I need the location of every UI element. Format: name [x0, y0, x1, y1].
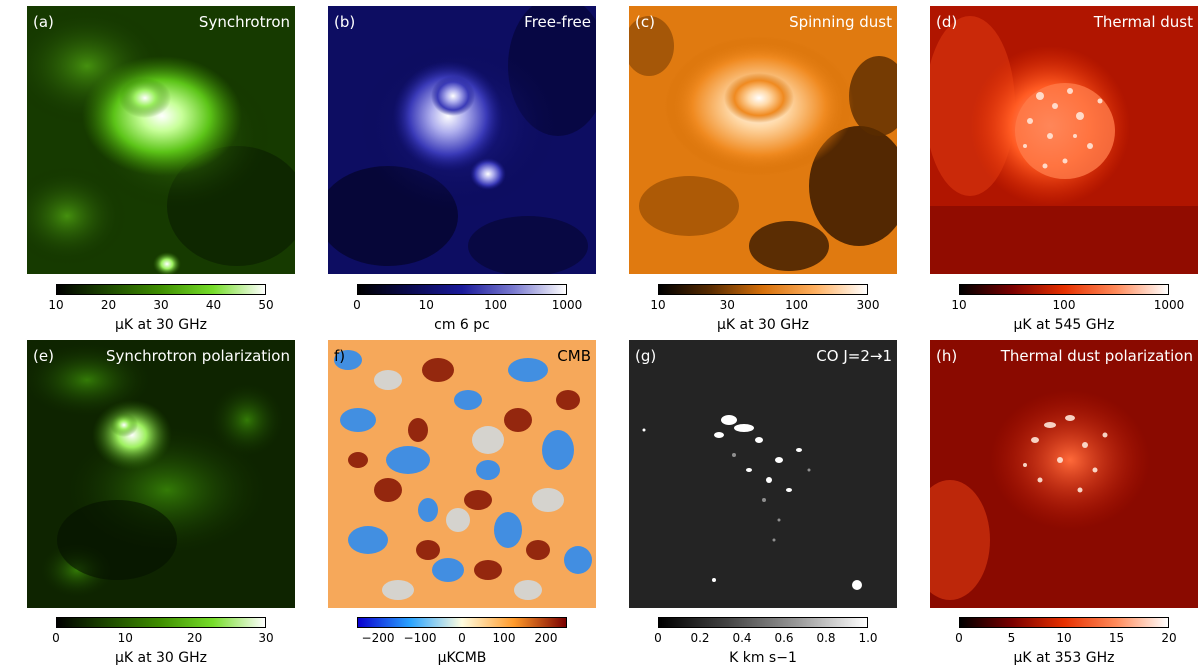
- panel-letter: (a): [33, 13, 54, 31]
- panel-title: CMB: [557, 347, 591, 365]
- tick-label: −200: [361, 631, 395, 645]
- panel-g-co: (g) CO J=2→1: [629, 340, 897, 608]
- tick-label: 0: [52, 631, 60, 645]
- panel-title: Thermal dust: [1093, 13, 1193, 31]
- colorbar-unit: μK at 30 GHz: [114, 317, 208, 333]
- tick-label: 0.6: [774, 631, 794, 645]
- tick-label: 10: [1056, 631, 1072, 645]
- ticks-a: 10 20 30 40 50: [48, 298, 273, 314]
- tick-label: 10: [418, 298, 434, 312]
- tick-label: 50: [258, 298, 274, 312]
- tick-label: 15: [1108, 631, 1125, 645]
- colorbar-b: [357, 284, 567, 295]
- tick-label: 10: [48, 298, 64, 312]
- ticks-h: 0 5 10 15 20: [955, 631, 1176, 647]
- panel-f-cmb: f) CMB: [328, 340, 596, 608]
- tick-label: 100: [484, 298, 508, 312]
- colorbar-f: [357, 617, 567, 628]
- tick-label: 0: [458, 631, 466, 645]
- tick-label: 20: [100, 298, 117, 312]
- tick-label: 300: [856, 298, 880, 312]
- ticks-b: 0 10 100 1000: [353, 298, 582, 314]
- panel-letter: (g): [635, 347, 657, 365]
- colorbar-unit: K km s−1: [729, 650, 797, 666]
- colorbar-d: [959, 284, 1169, 295]
- tick-label: 1.0: [858, 631, 878, 645]
- colorbar-unit: μK at 353 GHz: [1013, 650, 1115, 666]
- tick-label: 10: [117, 631, 133, 645]
- colorbar-a: [56, 284, 266, 295]
- cmb-map: [328, 340, 596, 608]
- free-free-map: [328, 6, 596, 274]
- tick-label: 5: [1007, 631, 1016, 645]
- panel-letter: (b): [334, 13, 356, 31]
- tick-label: 30: [258, 631, 274, 645]
- tick-label: 0: [654, 631, 662, 645]
- tick-label: 100: [1052, 298, 1076, 312]
- tick-label: 30: [153, 298, 169, 312]
- tick-label: 30: [719, 298, 735, 312]
- tick-label: 0: [955, 631, 963, 645]
- ticks-e: 0 10 20 30: [52, 631, 273, 647]
- tick-label: 200: [534, 631, 558, 645]
- tick-label: 10: [650, 298, 666, 312]
- colorbar-unit: μK at 545 GHz: [1013, 317, 1115, 333]
- colorbar-h: [959, 617, 1169, 628]
- tick-label: 100: [785, 298, 809, 312]
- panel-h-thermal-dust-polarization: (h) Thermal dust polarization: [930, 340, 1198, 608]
- ticks-d: 10 100 1000: [951, 298, 1184, 314]
- thermal-dust-polarization-map: [930, 340, 1198, 608]
- tick-label: 20: [186, 631, 203, 645]
- colorbar-unit: μK at 30 GHz: [114, 650, 208, 666]
- panel-d-thermal-dust: (d) Thermal dust: [930, 6, 1198, 274]
- tick-label: 20: [1161, 631, 1177, 645]
- tick-label: 100: [492, 631, 516, 645]
- synchrotron-polarization-map: [27, 340, 295, 608]
- colorbar-c: [658, 284, 868, 295]
- panel-letter: (h): [936, 347, 958, 365]
- panel-letter: f): [334, 347, 346, 365]
- spinning-dust-map: [629, 6, 897, 274]
- panel-title: Thermal dust polarization: [1000, 347, 1193, 365]
- co-map: [629, 340, 897, 608]
- panel-title: CO J=2→1: [816, 347, 892, 365]
- thermal-dust-map: [930, 6, 1198, 274]
- panel-a-synchrotron: (a) Synchrotron: [27, 6, 295, 274]
- panel-title: Synchrotron polarization: [105, 347, 290, 365]
- panel-title: Free-free: [524, 13, 591, 31]
- panel-c-spinning-dust: (c) Spinning dust: [629, 6, 897, 274]
- tick-label: 0.8: [816, 631, 836, 645]
- tick-label: 1000: [1153, 298, 1185, 312]
- colorbar-unit: cm 6 pc: [434, 317, 490, 333]
- ticks-g: 0 0.2 0.4 0.6 0.8 1.0: [654, 631, 877, 647]
- colorbar-g: [658, 617, 868, 628]
- panel-title: Spinning dust: [789, 13, 892, 31]
- tick-label: 0.4: [732, 631, 752, 645]
- tick-label: 0: [353, 298, 361, 312]
- panel-title: Synchrotron: [198, 13, 290, 31]
- tick-label: 10: [951, 298, 967, 312]
- colorbar-e: [56, 617, 266, 628]
- panel-letter: (d): [936, 13, 958, 31]
- tick-label: −100: [403, 631, 437, 645]
- tick-label: 1000: [551, 298, 583, 312]
- panel-letter: (e): [33, 347, 54, 365]
- colorbar-unit: μKCMB: [437, 650, 487, 666]
- panel-e-synchrotron-polarization: (e) Synchrotron polarization: [27, 340, 295, 608]
- ticks-f: −200 −100 0 100 200: [357, 631, 567, 647]
- synchrotron-map: [27, 6, 295, 274]
- panel-b-free-free: (b) Free-free: [328, 6, 596, 274]
- panel-letter: (c): [635, 13, 655, 31]
- ticks-c: 10 30 100 300: [650, 298, 879, 314]
- tick-label: 40: [205, 298, 222, 312]
- colorbar-unit: μK at 30 GHz: [716, 317, 810, 333]
- tick-label: 0.2: [690, 631, 710, 645]
